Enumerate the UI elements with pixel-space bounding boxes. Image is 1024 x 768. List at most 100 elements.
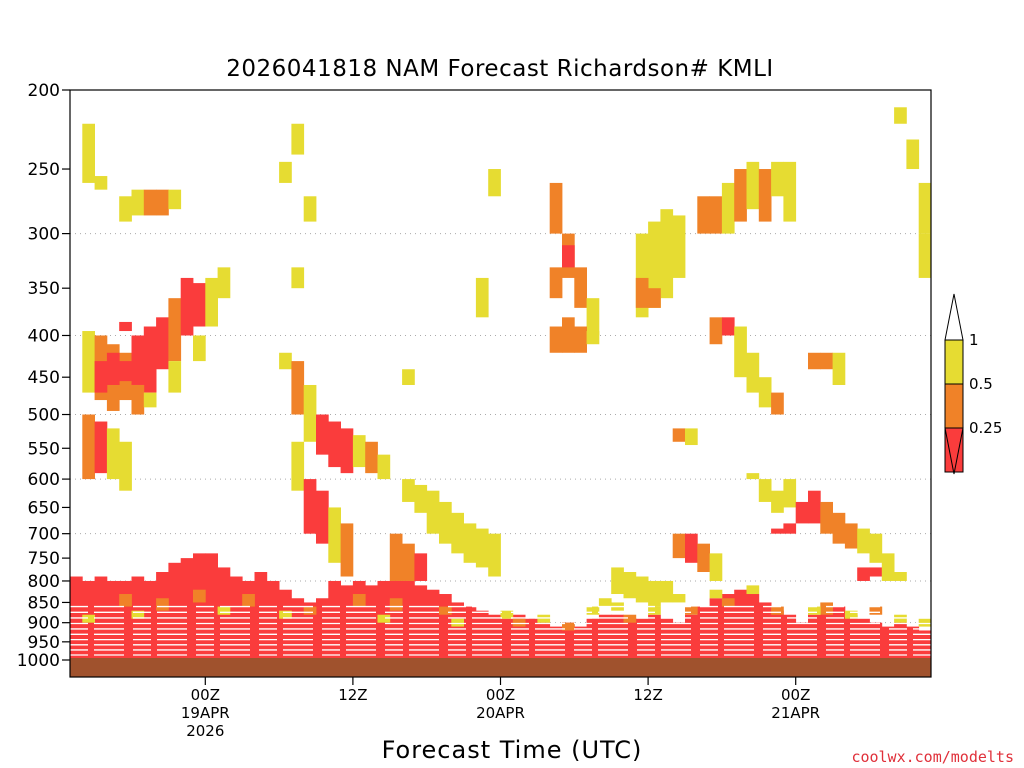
heat-cell bbox=[586, 331, 600, 345]
y-tick-label: 850 bbox=[28, 593, 60, 613]
chart-title: 2026041818 NAM Forecast Richardson# KMLI bbox=[226, 56, 773, 82]
heat-cell bbox=[291, 267, 305, 289]
ground-fill bbox=[70, 658, 931, 677]
heat-cell bbox=[119, 594, 132, 607]
heat-cell bbox=[291, 361, 305, 415]
heat-cell bbox=[242, 594, 255, 607]
heat-cell bbox=[402, 369, 415, 385]
heat-cell bbox=[894, 107, 907, 124]
x-axis-label: Forecast Time (UTC) bbox=[382, 736, 643, 764]
heat-cell bbox=[931, 169, 944, 209]
heat-cell bbox=[414, 484, 428, 513]
heat-cell bbox=[832, 512, 846, 544]
y-tick-label: 800 bbox=[28, 572, 60, 592]
heat-cell bbox=[918, 233, 931, 278]
heat-cell bbox=[562, 622, 575, 631]
y-tick-label: 1000 bbox=[17, 651, 60, 671]
heat-cell bbox=[156, 598, 169, 611]
heat-cell bbox=[352, 580, 366, 660]
heat-cell bbox=[193, 335, 206, 362]
credit-text: coolwx.com/modelts bbox=[851, 748, 1014, 766]
heat-cell bbox=[795, 622, 809, 660]
heat-cell bbox=[918, 618, 931, 627]
heat-cell bbox=[193, 283, 206, 327]
heat-cell bbox=[328, 421, 341, 468]
heat-cell bbox=[685, 428, 698, 446]
heat-cell bbox=[340, 585, 354, 660]
heat-cell bbox=[746, 473, 760, 480]
heat-cell bbox=[475, 277, 489, 318]
y-tick-label: 450 bbox=[28, 368, 60, 388]
heat-cell bbox=[894, 572, 907, 581]
heat-cell bbox=[205, 277, 218, 327]
heat-cell bbox=[143, 580, 157, 660]
heat-cell bbox=[635, 277, 649, 308]
y-axis: 200 250 300 350 400 450 500 550 600 650 700 750 8008… bbox=[17, 81, 70, 671]
y-tick-label: 550 bbox=[28, 439, 60, 459]
x-tick-label: 00Z bbox=[486, 686, 515, 704]
y-tick-label: 400 bbox=[28, 326, 60, 346]
heatmap-cells bbox=[70, 107, 944, 660]
heat-cell bbox=[697, 543, 710, 573]
heat-cell bbox=[143, 189, 157, 216]
heat-cell bbox=[869, 622, 883, 660]
heat-cell bbox=[697, 606, 710, 660]
heat-cell bbox=[180, 277, 194, 336]
heat-cell bbox=[94, 421, 108, 474]
heat-cell bbox=[918, 182, 931, 234]
heat-cell bbox=[168, 298, 182, 362]
y-tick-label: 750 bbox=[28, 549, 60, 569]
heat-cell bbox=[389, 533, 403, 581]
heat-cell bbox=[685, 533, 698, 563]
heat-cell bbox=[808, 490, 821, 524]
heat-cell bbox=[426, 490, 440, 534]
heat-cell bbox=[672, 533, 686, 559]
heat-cell bbox=[721, 182, 735, 234]
heat-cell bbox=[709, 196, 723, 234]
heat-cell bbox=[906, 626, 920, 660]
heat-cell bbox=[783, 161, 797, 222]
heat-cell bbox=[611, 614, 624, 660]
heat-cell bbox=[672, 215, 686, 278]
heat-cell bbox=[328, 507, 341, 563]
legend-swatch bbox=[944, 339, 964, 385]
heat-cell bbox=[783, 479, 797, 508]
heat-cell bbox=[242, 580, 255, 660]
heat-cell bbox=[562, 245, 575, 268]
legend-top-arrow bbox=[944, 293, 964, 341]
heat-cell bbox=[771, 392, 784, 415]
heat-cell bbox=[352, 594, 366, 607]
heat-cell bbox=[869, 606, 883, 615]
heat-cell bbox=[894, 622, 907, 660]
heat-cell bbox=[217, 606, 231, 615]
heat-cell bbox=[758, 602, 772, 660]
heat-cell bbox=[721, 598, 735, 607]
heat-cell bbox=[783, 614, 797, 660]
x-tick-label: 12Z bbox=[338, 686, 367, 704]
legend-label: 1 bbox=[969, 331, 979, 349]
heat-cell bbox=[402, 543, 415, 581]
heat-cell bbox=[328, 580, 341, 660]
heat-cell bbox=[562, 622, 575, 660]
heat-cell bbox=[94, 176, 108, 190]
heat-cell bbox=[451, 618, 464, 627]
x-tick-label: 19APR bbox=[181, 704, 230, 722]
heat-cell bbox=[500, 610, 514, 619]
heat-cell bbox=[82, 614, 95, 623]
heat-cell bbox=[881, 626, 895, 660]
heat-cell bbox=[808, 352, 821, 370]
heat-cell bbox=[771, 528, 784, 534]
x-tick-label: 12Z bbox=[633, 686, 662, 704]
heat-cell bbox=[623, 572, 637, 599]
heat-cell bbox=[119, 361, 132, 382]
heat-cell bbox=[168, 189, 182, 210]
heat-cell bbox=[402, 479, 415, 502]
heat-cell bbox=[131, 335, 145, 385]
heat-cell bbox=[808, 614, 821, 660]
y-tick-label: 200 bbox=[28, 81, 60, 101]
heat-cell bbox=[451, 602, 464, 660]
y-tick-label: 600 bbox=[28, 470, 60, 490]
heat-cell bbox=[685, 614, 698, 660]
heat-cell bbox=[168, 361, 182, 393]
